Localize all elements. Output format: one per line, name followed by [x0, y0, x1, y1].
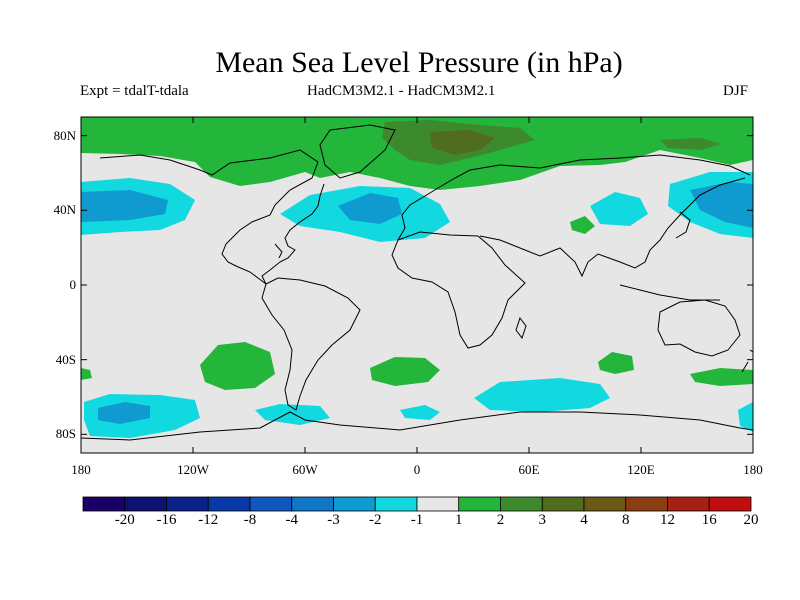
- colorbar-swatch: [625, 496, 668, 512]
- colorbar-swatch: [291, 496, 334, 512]
- australia-south-positive-anomaly: [690, 368, 753, 386]
- australia-coast: [657, 299, 741, 357]
- colorbar-swatch: [416, 496, 460, 512]
- colorbar: [82, 496, 752, 512]
- colorbar-label: -4: [285, 512, 299, 528]
- colorbar-swatch: [166, 496, 209, 512]
- colorbar-label: 12: [660, 512, 675, 528]
- latitude-label: 0: [69, 277, 77, 292]
- colorbar-label: -1: [410, 512, 424, 528]
- longitude-label: 60E: [518, 462, 540, 477]
- colorbar-label: 1: [455, 512, 463, 528]
- east-asia-coast: [597, 177, 746, 269]
- asia-negative-anomaly: [590, 192, 648, 226]
- south-atlantic-positive-anomaly: [370, 357, 440, 386]
- africa-coast: [391, 231, 526, 349]
- southern-indian-negative-anomaly: [474, 378, 610, 412]
- colorbar-label: 3: [538, 512, 547, 528]
- arctic-strongest-anomaly: [430, 130, 495, 155]
- longitude-label: 120W: [177, 462, 209, 477]
- colorbar-swatch: [207, 496, 251, 512]
- season-label: DJF: [723, 83, 749, 99]
- colorbar-swatch: [374, 496, 418, 512]
- southern-ocean-negative-atlantic: [400, 405, 440, 420]
- colorbar-swatch: [82, 496, 126, 512]
- latitude-label: 80N: [53, 127, 76, 143]
- pacific-strong-negative-west: [81, 190, 168, 222]
- florida-coast: [274, 243, 283, 259]
- coastlines: [81, 124, 753, 441]
- model-comparison-label: HadCM3M2.1 - HadCM3M2.1: [307, 83, 496, 99]
- colorbar-swatch: [458, 496, 501, 512]
- colorbar-label: -12: [198, 512, 219, 528]
- south-america-coast: [261, 277, 361, 411]
- colorbar-swatch: [667, 496, 710, 512]
- siberia-positive-anomaly: [660, 138, 722, 150]
- colorbar-label: 2: [496, 512, 505, 528]
- colorbar-swatch: [541, 496, 585, 512]
- caspian-positive-anomaly: [570, 216, 595, 234]
- colorbar-label: -8: [243, 512, 257, 528]
- south-pacific-positive-anomaly: [200, 342, 275, 390]
- indian-ocean-positive-anomaly: [598, 352, 634, 374]
- southern-ocean-negative-west: [255, 404, 330, 425]
- longitude-label: 180: [743, 462, 763, 477]
- pacific-strong-negative-east: [690, 182, 753, 228]
- japan-coast: [675, 211, 691, 239]
- southern-pacific-strong-negative: [98, 402, 150, 424]
- experiment-label: Expt = tdalT-tdala: [80, 83, 189, 99]
- colorbar-swatch: [333, 496, 376, 512]
- colorbar-label: 4: [580, 512, 588, 528]
- colorbar-label: -20: [114, 512, 135, 528]
- atlantic-strong-negative: [338, 193, 402, 224]
- colorbar-label: -3: [327, 512, 340, 528]
- colorbar-swatch: [124, 496, 167, 512]
- colorbar-label: 8: [622, 512, 630, 528]
- latitude-label: 80S: [55, 426, 76, 442]
- colorbar-swatch: [708, 496, 752, 512]
- west-edge-positive-anomaly: [81, 368, 92, 380]
- longitude-ticks: [80, 117, 754, 453]
- longitude-label: 120E: [627, 462, 655, 477]
- latitude-label: 40S: [55, 351, 76, 367]
- colorbar-swatch: [249, 496, 293, 512]
- map-field: [81, 117, 753, 453]
- colorbar-label: 16: [701, 512, 717, 528]
- longitude-label: 180: [71, 462, 91, 477]
- europe-coast: [397, 154, 751, 241]
- colorbar-label: -2: [369, 512, 382, 528]
- antarctica-coast: [81, 411, 753, 441]
- greenland-coast: [319, 124, 396, 179]
- longitude-label: 60W: [292, 462, 318, 477]
- arabia-india-coast: [479, 235, 599, 278]
- colorbar-label: 20: [743, 512, 759, 528]
- southern-ocean-negative-east: [738, 402, 753, 432]
- colorbar-label: -16: [156, 512, 177, 528]
- latitude-ticks: [81, 135, 753, 435]
- madagascar-coast: [515, 316, 527, 340]
- colorbar-swatch: [500, 496, 543, 512]
- map-title: Mean Sea Level Pressure (in hPa): [215, 46, 623, 79]
- north-america-coast: [99, 149, 325, 285]
- colorbar-swatch: [583, 496, 627, 512]
- latitude-label: 40N: [53, 202, 76, 218]
- longitude-label: 0: [413, 462, 421, 477]
